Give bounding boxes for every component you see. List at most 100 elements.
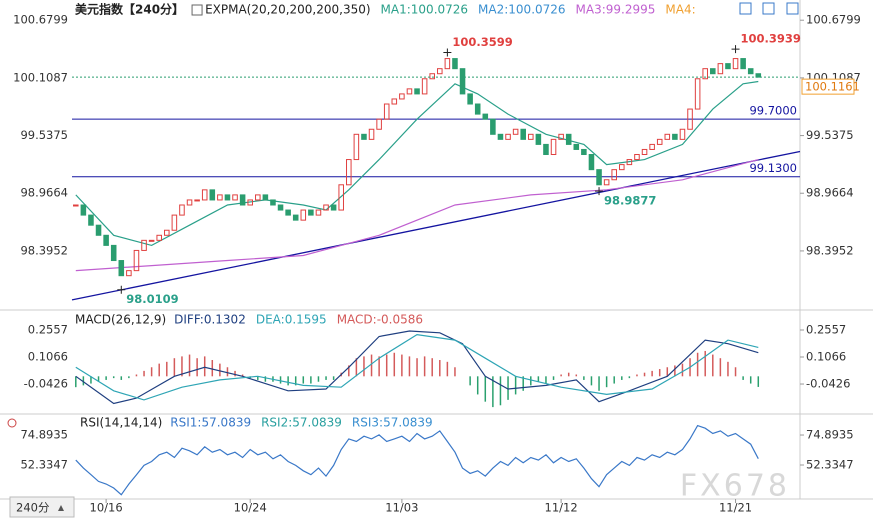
candle bbox=[452, 58, 458, 70]
timeframe[interactable]: 240分 bbox=[16, 501, 50, 515]
y-tick-label: 0.2557 bbox=[806, 322, 846, 336]
candle bbox=[505, 133, 511, 140]
candle bbox=[649, 143, 655, 150]
y-tick-label-left: -0.0426 bbox=[24, 377, 68, 391]
legend-entry: MACD:-0.0586 bbox=[337, 313, 423, 327]
candle bbox=[118, 260, 125, 277]
annotation: 100.3939 bbox=[741, 32, 801, 46]
toolbar-icons[interactable] bbox=[739, 2, 799, 15]
candle bbox=[194, 199, 200, 202]
candle bbox=[285, 209, 291, 216]
candle bbox=[467, 93, 473, 105]
candle bbox=[581, 148, 587, 156]
y-tick-label: 52.3347 bbox=[806, 457, 854, 471]
level-label: 99.1300 bbox=[749, 161, 797, 175]
candle bbox=[596, 169, 602, 186]
candle bbox=[209, 189, 216, 201]
candle bbox=[361, 133, 367, 140]
candle bbox=[710, 68, 716, 75]
candle bbox=[421, 78, 428, 95]
legend-entry: RSI2:57.0839 bbox=[261, 416, 342, 430]
candle bbox=[368, 128, 375, 140]
level-label: 99.7000 bbox=[749, 104, 797, 118]
candle bbox=[740, 58, 746, 70]
candle bbox=[588, 154, 595, 171]
indicator-icon bbox=[191, 4, 203, 16]
annotation-marker bbox=[117, 285, 126, 294]
y-tick-label: 74.8935 bbox=[806, 428, 854, 442]
candle bbox=[565, 133, 572, 145]
candle bbox=[95, 224, 102, 236]
candle bbox=[732, 58, 739, 70]
candle bbox=[725, 63, 731, 70]
candle bbox=[414, 88, 420, 95]
candle bbox=[558, 133, 564, 140]
panel-title: 美元指数【240分】 bbox=[75, 2, 184, 17]
candle bbox=[141, 239, 147, 251]
candle bbox=[406, 88, 413, 95]
candle bbox=[444, 58, 451, 70]
candle bbox=[88, 214, 94, 226]
legend-entry: RSI3:57.0839 bbox=[352, 416, 433, 430]
indicator-line bbox=[75, 159, 759, 272]
candle bbox=[179, 204, 185, 216]
y-tick-label: 100.6799 bbox=[806, 13, 861, 27]
candle bbox=[459, 68, 466, 95]
x-tick-label: 11/03 bbox=[385, 501, 418, 515]
candle bbox=[270, 199, 276, 206]
annotation-marker bbox=[731, 45, 740, 54]
candle bbox=[520, 128, 526, 140]
candle bbox=[148, 239, 155, 242]
legend-entry: MA1:100.0726 bbox=[381, 3, 469, 17]
x-tick-label: 10/24 bbox=[234, 501, 267, 515]
candle bbox=[626, 159, 633, 166]
candle bbox=[474, 103, 481, 115]
x-tick-label: 11/21 bbox=[719, 501, 752, 515]
y-tick-label-left: 99.5375 bbox=[20, 128, 68, 142]
candle bbox=[429, 73, 435, 80]
candle bbox=[255, 194, 261, 201]
y-tick-label: 98.3952 bbox=[806, 243, 854, 257]
y-tick-label-left: 100.1087 bbox=[13, 70, 68, 84]
current-price: 100.1161 bbox=[805, 80, 860, 94]
timeframe-box[interactable] bbox=[9, 496, 75, 518]
candle bbox=[330, 204, 337, 211]
annotation-marker bbox=[443, 48, 452, 57]
candle bbox=[603, 179, 610, 186]
candle bbox=[664, 133, 671, 140]
candle bbox=[437, 68, 443, 75]
legend-entry: DIFF:0.1302 bbox=[174, 313, 246, 327]
candle bbox=[747, 68, 754, 75]
y-tick-label: 0.1066 bbox=[806, 350, 846, 364]
indicator-line bbox=[75, 330, 759, 405]
panel-title: MACD(26,12,9) bbox=[75, 313, 166, 327]
x-tick-label: 10/16 bbox=[90, 501, 123, 515]
candle bbox=[171, 214, 178, 231]
candle bbox=[186, 199, 193, 206]
candle bbox=[482, 113, 489, 120]
timeframe-arrow[interactable] bbox=[58, 505, 64, 511]
candle bbox=[338, 184, 344, 211]
frame bbox=[0, 0, 873, 500]
candle bbox=[634, 154, 640, 161]
y-tick-label-left: 100.6799 bbox=[13, 13, 68, 27]
candle bbox=[399, 93, 405, 100]
candle bbox=[323, 204, 329, 211]
candle bbox=[528, 133, 534, 140]
candle bbox=[232, 194, 238, 201]
indicator-line bbox=[75, 333, 759, 401]
candle bbox=[277, 204, 284, 211]
panel-title: RSI(14,14,14) bbox=[80, 416, 162, 430]
candle bbox=[201, 189, 208, 201]
y-tick-label-left: 0.2557 bbox=[28, 322, 68, 336]
candle bbox=[383, 103, 390, 120]
annotation: 98.9877 bbox=[604, 194, 656, 208]
legend-entry: DEA:0.1595 bbox=[256, 313, 327, 327]
annotation: 100.3599 bbox=[452, 35, 512, 49]
candle bbox=[80, 204, 87, 216]
candle bbox=[239, 194, 246, 206]
rsi-icon bbox=[7, 418, 17, 428]
y-tick-label: 99.5375 bbox=[806, 128, 854, 142]
candle bbox=[497, 133, 504, 140]
